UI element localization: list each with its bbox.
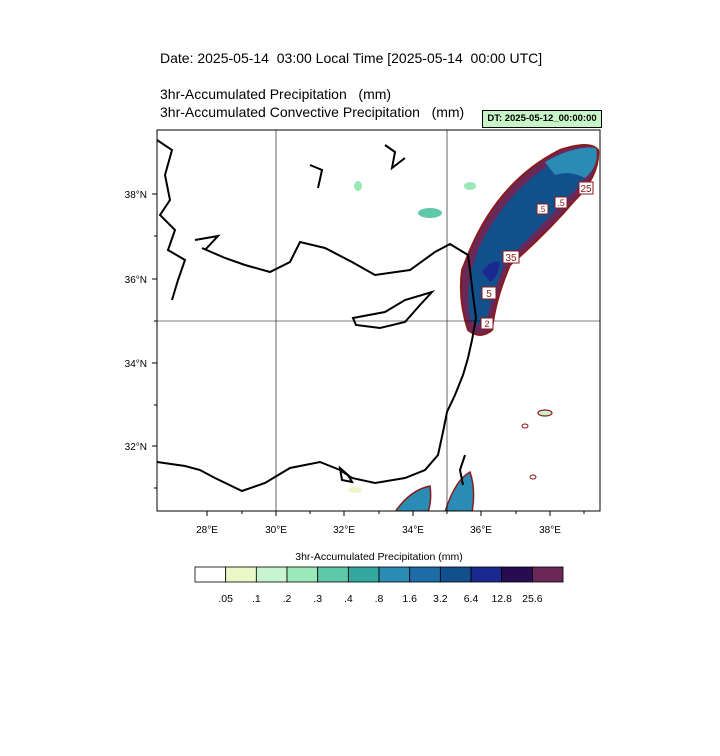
colorbar-swatch: [531, 566, 564, 583]
lat-ticks: [152, 193, 157, 489]
colorbar-label: 12.8: [491, 593, 512, 605]
lon-tick-labels: 28°E 30°E 32°E 34°E 36°E 38°E: [196, 525, 561, 536]
colorbar-label: 3.2: [433, 593, 448, 605]
inland-lake: [384, 144, 406, 171]
lat-label-36n: 36°N: [125, 275, 147, 286]
colorbar-label: .05: [218, 593, 233, 605]
colorbar-label: .8: [374, 593, 384, 605]
colorbar-label: .3: [313, 593, 323, 605]
lon-label-36e: 36°E: [470, 525, 492, 536]
colorbar-swatch: [194, 566, 227, 583]
precip-cell-1: [418, 208, 442, 218]
precip-cell-6: [529, 474, 537, 480]
lon-label-28e: 28°E: [196, 525, 218, 536]
contour-labels: 25 .5 35 5 .5 2: [480, 181, 594, 330]
lon-label-38e: 38°E: [539, 525, 561, 536]
lon-ticks: [206, 511, 585, 516]
colorbar-swatch: [347, 566, 380, 583]
precip-cell-4: [537, 409, 553, 417]
precip-region-ne: [545, 147, 597, 178]
colorbar-label: .2: [282, 593, 292, 605]
lat-tick-labels: 38°N 36°N 34°N 32°N: [125, 190, 147, 453]
lon-label-34e: 34°E: [402, 525, 424, 536]
colorbar-label: .1: [251, 593, 261, 605]
colorbar-swatch: [225, 566, 257, 583]
colorbar-label: .4: [343, 593, 353, 605]
dt-badge: DT: 2025-05-12_00:00:00: [482, 110, 602, 128]
precip-cell-5: [521, 423, 529, 429]
colorbar-swatch: [255, 566, 288, 583]
gridlines: [157, 130, 600, 511]
precip-cell-2: [354, 181, 362, 191]
contour-label: 2: [480, 317, 494, 330]
island-1: [194, 234, 221, 251]
precip-region-inner: [482, 261, 500, 282]
inland-lake-2: [309, 164, 324, 189]
convective-precip-title: 3hr-Accumulated Convective Precipitation…: [160, 104, 465, 120]
colorbar-swatch: [470, 566, 503, 583]
sea-of-galilee: [458, 454, 466, 486]
contour-label: 35: [502, 250, 520, 264]
svg-text:25: 25: [580, 184, 592, 195]
contour-label: .5: [554, 196, 568, 209]
colorbar-swatch: [378, 566, 411, 583]
svg-text:35: 35: [505, 253, 517, 264]
nile-delta-detail: [338, 465, 354, 484]
precip-region-south-2: [444, 470, 475, 511]
precip-title: 3hr-Accumulated Precipitation (mm): [160, 86, 392, 102]
svg-text:2: 2: [484, 319, 489, 329]
precip-cell-7: [348, 487, 362, 493]
precip-region-south-1: [394, 485, 432, 511]
contour-label: 25: [578, 181, 594, 195]
aegean-coast: [157, 139, 187, 301]
colorbar: [194, 566, 564, 583]
coastlines: [157, 139, 478, 493]
colorbar-label: 6.4: [463, 593, 479, 605]
lat-label-38n: 38°N: [125, 190, 147, 201]
svg-text:5: 5: [486, 289, 492, 300]
lat-label-32n: 32°N: [125, 442, 147, 453]
colorbar-title: 3hr-Accumulated Precipitation (mm): [295, 551, 463, 563]
lon-label-32e: 32°E: [333, 525, 355, 536]
colorbar-swatch: [501, 566, 533, 583]
colorbar-swatch: [439, 566, 472, 583]
svg-text:.5: .5: [557, 198, 565, 208]
colorbar-swatch: [409, 566, 441, 583]
contour-label: .5: [536, 203, 549, 215]
colorbar-swatch: [286, 566, 319, 583]
colorbar-label: 1.6: [402, 593, 417, 605]
map-area: 25 .5 35 5 .5 2: [157, 130, 600, 511]
lat-label-34n: 34°N: [125, 359, 147, 370]
date-title: Date: 2025-05-14 03:00 Local Time [2025-…: [160, 50, 543, 66]
cyprus-coast: [351, 290, 436, 330]
colorbar-swatch: [317, 566, 349, 583]
lon-label-30e: 30°E: [265, 525, 287, 536]
precip-region-core: [468, 153, 592, 325]
svg-text:.5: .5: [539, 205, 546, 214]
colorbar-label: 25.6: [522, 593, 543, 605]
precip-cell-3: [464, 182, 476, 190]
eastern-med-coast: [157, 240, 478, 493]
contour-label: 5: [481, 286, 497, 300]
